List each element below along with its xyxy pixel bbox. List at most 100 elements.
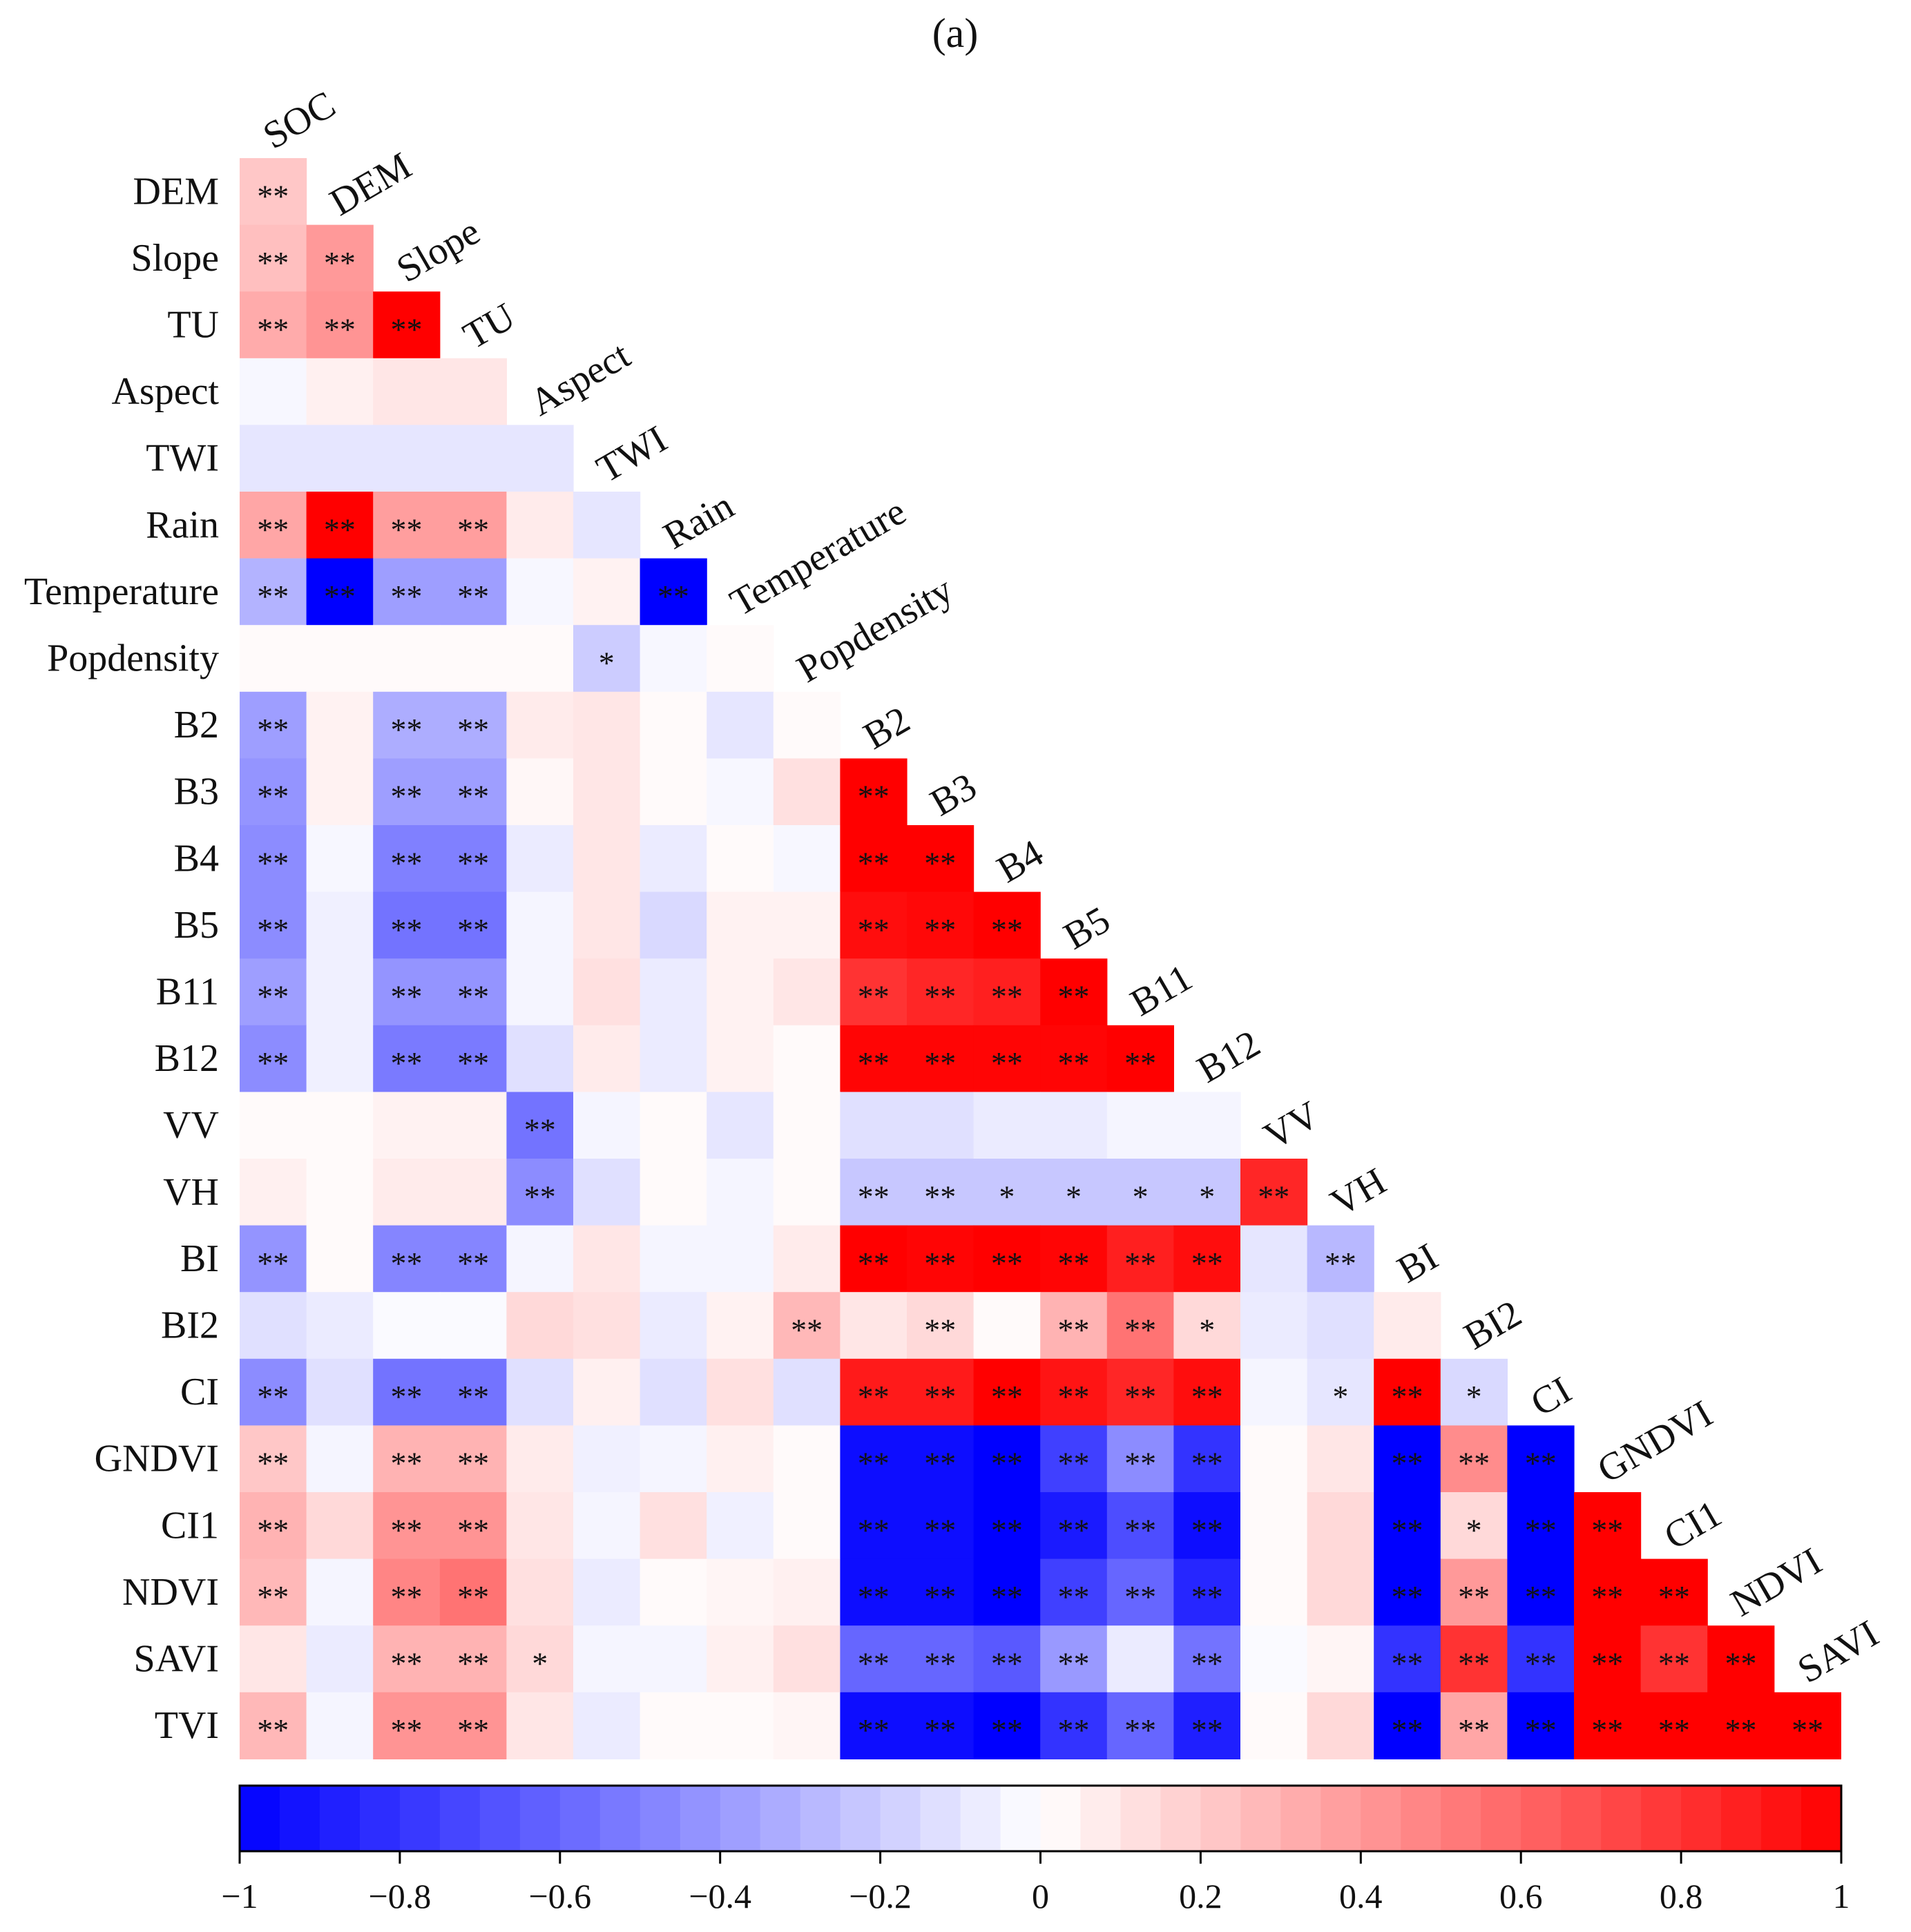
heatmap-cell — [306, 1292, 374, 1360]
heatmap-cell — [840, 1358, 908, 1426]
significance-marker: ** — [1458, 1712, 1490, 1748]
heatmap-cell — [973, 1492, 1041, 1560]
heatmap-cell — [773, 1425, 841, 1493]
heatmap-cell — [306, 691, 374, 759]
row-labels: DEM Slope TU Aspect TWI Rain Temperature Popden… — [24, 170, 220, 1747]
heatmap-cell — [506, 1492, 574, 1560]
column-label: B3 — [923, 765, 984, 824]
heatmap-cell — [373, 1092, 441, 1159]
heatmap-cell — [306, 492, 374, 559]
heatmap-cell — [1173, 1425, 1241, 1493]
significance-marker: ** — [1058, 1712, 1090, 1748]
heatmap-cell — [306, 224, 374, 292]
heatmap-cell — [373, 1425, 441, 1493]
significance-marker: ** — [324, 312, 356, 347]
significance-marker: ** — [391, 1579, 423, 1614]
heatmap-cell — [240, 1692, 307, 1759]
significance-marker: ** — [457, 1045, 489, 1081]
heatmap-cell — [573, 625, 641, 693]
heatmap-cell — [573, 1358, 641, 1426]
heatmap-cell — [573, 558, 641, 626]
significance-marker: ** — [1392, 1512, 1423, 1547]
heatmap-cell — [773, 1692, 841, 1759]
significance-marker: ** — [991, 1045, 1023, 1081]
heatmap-cell — [506, 758, 574, 826]
heatmap-cell — [773, 758, 841, 826]
heatmap-cell — [640, 625, 707, 693]
row-label: Rain — [146, 503, 219, 546]
significance-marker: * — [599, 646, 615, 681]
heatmap-cell — [773, 891, 841, 959]
heatmap-cell — [907, 1025, 974, 1092]
heatmap-cell — [640, 1558, 707, 1626]
heatmap-cell — [1507, 1425, 1575, 1493]
heatmap-cell — [907, 1692, 974, 1759]
heatmap-cell — [573, 1092, 641, 1159]
heatmap-cell — [773, 691, 841, 759]
heatmap-cell — [439, 625, 507, 693]
heatmap-cell — [439, 558, 507, 626]
column-label: BI — [1390, 1235, 1445, 1292]
significance-marker: ** — [1792, 1712, 1823, 1748]
heatmap-cell — [840, 1159, 908, 1226]
heatmap-cell — [240, 492, 307, 559]
heatmap-cell — [773, 825, 841, 893]
row-label: DEM — [133, 170, 219, 213]
colorbar-swatch — [920, 1786, 961, 1851]
heatmap-cell — [240, 158, 307, 226]
heatmap-cell — [640, 1225, 707, 1293]
significance-marker: ** — [924, 1045, 956, 1081]
heatmap-cell — [1040, 1092, 1108, 1159]
significance-marker: ** — [524, 1179, 556, 1214]
heatmap-cell — [1040, 1358, 1108, 1426]
significance-markers: **** **** ** **** ** ** **** ** ** ** ***** ** **** *… — [257, 178, 1823, 1748]
row-label: CI1 — [161, 1504, 219, 1547]
heatmap-cell — [439, 358, 507, 425]
heatmap-cell — [373, 758, 441, 826]
significance-marker: ** — [1124, 1512, 1156, 1547]
significance-marker: ** — [257, 1246, 289, 1281]
heatmap-cell — [1507, 1492, 1575, 1560]
row-label: Aspect — [111, 370, 219, 413]
significance-marker: ** — [1458, 1579, 1490, 1614]
significance-marker: ** — [924, 1379, 956, 1414]
significance-marker: ** — [457, 1712, 489, 1748]
heatmap-cell — [373, 825, 441, 893]
heatmap-cell — [240, 558, 307, 626]
significance-marker: ** — [391, 845, 423, 880]
heatmap-cell — [439, 1358, 507, 1426]
significance-marker: ** — [391, 512, 423, 547]
colorbar-swatch — [1160, 1786, 1201, 1851]
column-label: VV — [1257, 1093, 1327, 1158]
heatmap-cell — [373, 1292, 441, 1360]
significance-marker: ** — [391, 1246, 423, 1281]
heatmap-cell — [907, 1492, 974, 1560]
heatmap-cell — [506, 891, 574, 959]
significance-marker: ** — [391, 912, 423, 947]
significance-marker: ** — [1458, 1446, 1490, 1481]
heatmap-cell — [506, 1092, 574, 1159]
heatmap-cell — [439, 1625, 507, 1693]
heatmap-cell — [573, 492, 641, 559]
significance-marker: ** — [858, 845, 890, 880]
heatmap-cell — [439, 1025, 507, 1092]
heatmap-cell — [1440, 1625, 1508, 1693]
heatmap-cell — [640, 1692, 707, 1759]
heatmap-cell — [1440, 1692, 1508, 1759]
column-label: VH — [1323, 1160, 1393, 1225]
colorbar-swatch — [1321, 1786, 1361, 1851]
significance-marker: ** — [858, 912, 890, 947]
heatmap-cell — [707, 1358, 774, 1426]
heatmap-cell — [1106, 1025, 1174, 1092]
heatmap-cell — [240, 1025, 307, 1092]
row-label: VV — [163, 1104, 219, 1147]
significance-marker: ** — [1591, 1579, 1623, 1614]
colorbar-swatch — [1120, 1786, 1162, 1851]
significance-marker: * — [1199, 1179, 1215, 1214]
significance-marker: ** — [457, 979, 489, 1014]
column-label: BI2 — [1457, 1292, 1529, 1358]
row-label: SAVI — [134, 1638, 219, 1681]
heatmap-cell — [373, 958, 441, 1026]
column-label: CI1 — [1657, 1492, 1729, 1558]
